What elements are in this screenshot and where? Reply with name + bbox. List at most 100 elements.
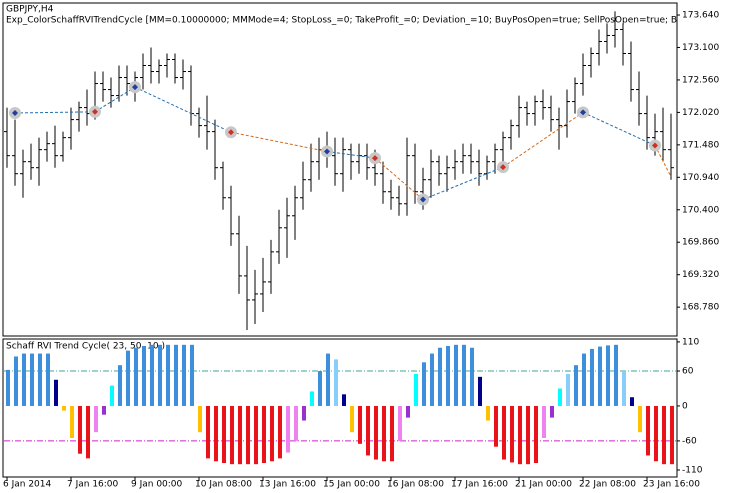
x-tick-label: 17 Jan 16:00 xyxy=(451,480,508,490)
indicator-title: Schaff RVI Trend Cycle( 23, 50, 10 ) xyxy=(6,342,165,352)
histogram-bar xyxy=(550,405,554,418)
signal-marker xyxy=(92,108,98,115)
signal-marker xyxy=(652,142,658,149)
histogram-bar xyxy=(422,362,426,406)
histogram-bar xyxy=(342,394,346,406)
histogram-bar xyxy=(358,405,362,444)
y-tick-label: 173.640 xyxy=(682,11,719,21)
histogram-bar xyxy=(302,405,306,421)
histogram-bar xyxy=(446,345,450,406)
histogram-bar xyxy=(334,359,338,406)
histogram-bar xyxy=(190,344,194,406)
histogram-bar xyxy=(486,405,490,421)
histogram-bar xyxy=(382,405,386,462)
x-tick-label: 10 Jan 08:00 xyxy=(195,480,252,490)
histogram-bar xyxy=(118,365,122,406)
histogram-bar xyxy=(6,369,10,406)
histogram-bar xyxy=(158,344,162,406)
histogram-bar xyxy=(454,344,458,406)
y-tick-label: 168.780 xyxy=(682,303,719,313)
histogram-bar xyxy=(126,350,130,406)
histogram-bar xyxy=(238,405,242,465)
histogram-bar xyxy=(478,376,482,406)
x-tick-label: 7 Jan 16:00 xyxy=(67,480,119,490)
signal-line xyxy=(582,111,656,146)
histogram-bar xyxy=(38,353,42,406)
y-tick-label: 0 xyxy=(682,401,688,411)
histogram-bar xyxy=(406,405,410,418)
y-tick-label: -110 xyxy=(682,466,703,476)
y-tick-label: 172.560 xyxy=(682,75,719,85)
histogram-bar xyxy=(62,405,66,411)
signal-line xyxy=(134,86,232,133)
signal-marker xyxy=(12,109,18,116)
histogram-bar xyxy=(574,365,578,406)
signal-line xyxy=(422,166,504,201)
histogram-bar xyxy=(326,353,330,406)
histogram-bar xyxy=(566,373,570,406)
chart-title: Exp_ColorSchaffRVITrendCycle [MM=0.10000… xyxy=(6,16,712,26)
y-tick-label: 169.320 xyxy=(682,270,719,280)
histogram-bar xyxy=(46,353,50,406)
histogram-bar xyxy=(398,405,402,441)
x-tick-label: 16 Jan 08:00 xyxy=(387,480,444,490)
histogram-bar xyxy=(310,391,314,406)
price-plot xyxy=(4,11,674,330)
histogram-bar xyxy=(606,345,610,406)
histogram-bar xyxy=(86,405,90,459)
y-tick-label: 170.400 xyxy=(682,205,719,215)
histogram-bar xyxy=(526,405,530,465)
histogram-bar xyxy=(374,405,378,460)
x-tick-label: 21 Jan 00:00 xyxy=(515,480,572,490)
histogram-bar xyxy=(366,405,370,456)
histogram-bar xyxy=(622,371,626,406)
y-tick-label: 110 xyxy=(682,337,699,347)
histogram-bar xyxy=(110,385,114,406)
histogram-bar xyxy=(166,344,170,406)
histogram-bar xyxy=(670,405,674,465)
histogram-bar xyxy=(286,405,290,453)
x-tick-label: 6 Jan 2014 xyxy=(3,480,51,490)
x-tick-label: 23 Jan 16:00 xyxy=(643,480,700,490)
signal-line xyxy=(94,86,136,113)
x-tick-label: 22 Jan 08:00 xyxy=(579,480,636,490)
signal-marker xyxy=(500,164,506,171)
histogram-bar xyxy=(174,344,178,406)
histogram-bar xyxy=(654,405,658,462)
histogram-bar xyxy=(534,405,538,464)
y-tick-label: 60 xyxy=(682,367,694,377)
histogram-bar xyxy=(246,405,250,465)
histogram-bar xyxy=(558,388,562,406)
signal-marker xyxy=(324,148,330,155)
histogram-bar xyxy=(134,347,138,406)
histogram-bar xyxy=(510,405,514,463)
histogram-bar xyxy=(638,405,642,433)
indicator-panel xyxy=(2,338,678,478)
histogram-bar xyxy=(470,347,474,406)
y-tick-label: -60 xyxy=(682,436,697,446)
y-tick-label: 169.860 xyxy=(682,238,719,248)
histogram-bar xyxy=(54,379,58,406)
signal-line xyxy=(14,111,96,114)
histogram-bar xyxy=(438,347,442,406)
signal-line xyxy=(502,111,584,168)
histogram-bar xyxy=(150,344,154,406)
histogram-bar xyxy=(262,405,266,464)
histogram-bar xyxy=(230,405,234,465)
signal-marker xyxy=(372,155,378,162)
histogram-bar xyxy=(206,405,210,459)
histogram-bar xyxy=(182,344,186,406)
histogram-bar xyxy=(350,405,354,433)
histogram-bar xyxy=(270,405,274,462)
x-tick-label: 9 Jan 00:00 xyxy=(131,480,183,490)
symbol-label: GBPJPY,H4 xyxy=(6,5,54,15)
histogram-bar xyxy=(590,348,594,406)
histogram-bar xyxy=(430,353,434,406)
histogram-bar xyxy=(78,405,82,454)
histogram-bar xyxy=(542,405,546,438)
price-panel xyxy=(2,2,678,337)
x-tick-label: 13 Jan 16:00 xyxy=(259,480,316,490)
histogram-bar xyxy=(630,397,634,406)
signal-marker xyxy=(132,84,138,91)
